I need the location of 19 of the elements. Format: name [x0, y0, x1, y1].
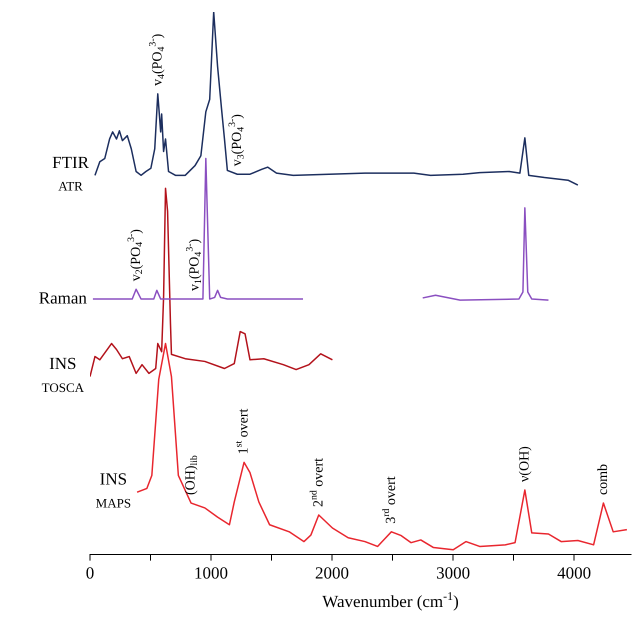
annotation: v1(PO43-): [184, 238, 204, 292]
annotation: comb: [596, 464, 612, 496]
series-label: INS MAPS: [96, 470, 132, 511]
annotation: (OH)lib: [184, 455, 200, 496]
x-tick-label: 2000: [315, 563, 350, 582]
annotation: v3(PO43-): [226, 114, 246, 166]
annotation: ν(OH): [518, 446, 533, 482]
series-label: INS TOSCA: [42, 354, 85, 396]
x-tick-label: 4000: [557, 563, 592, 582]
series-label: FTIR ATR: [52, 152, 90, 194]
annotation: 1st overt: [234, 408, 252, 454]
annotation: 3rd overt: [381, 476, 400, 524]
x-tick-label: 0: [86, 563, 94, 582]
annotation: v4(PO43-): [147, 33, 167, 86]
annotation: 2nd overt: [308, 458, 326, 507]
x-tick-label: 3000: [436, 563, 470, 582]
x-tick-label: 1000: [194, 563, 228, 582]
annotation: v2(PO43-): [126, 228, 146, 282]
series-label: Raman: [38, 288, 88, 308]
